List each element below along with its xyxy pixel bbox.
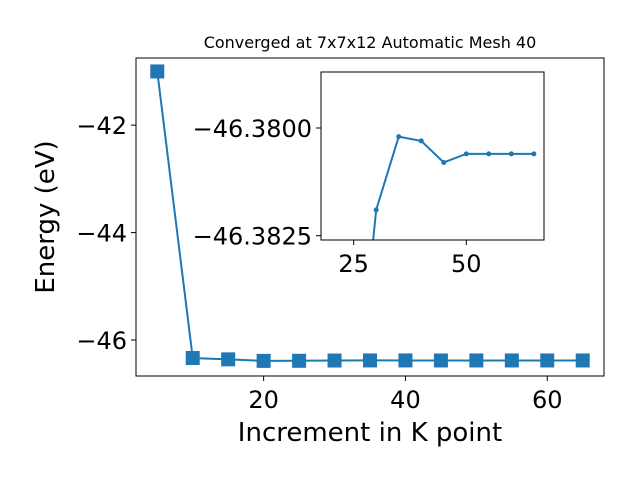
point <box>150 64 165 79</box>
point <box>363 353 377 368</box>
point <box>221 352 236 367</box>
chart-title: Converged at 7x7x12 Automatic Mesh 40 <box>204 33 537 52</box>
x-tick-label: 60 <box>532 386 563 414</box>
point <box>441 159 447 165</box>
x-tick-label: 50 <box>451 250 482 278</box>
point <box>396 134 402 140</box>
point <box>373 207 379 213</box>
axes-frame <box>135 57 605 377</box>
x-tick-label: 20 <box>248 386 279 414</box>
point <box>486 151 492 157</box>
point <box>540 353 555 368</box>
y-tick-label: −46.3825 <box>193 223 312 251</box>
x-axis-label: Increment in K point <box>238 418 502 448</box>
point <box>531 151 537 157</box>
y-tick-label: −44 <box>76 220 127 248</box>
x-tick-label: 25 <box>338 250 369 278</box>
series-group <box>372 134 537 240</box>
axes-frame <box>320 71 545 241</box>
point <box>398 353 413 368</box>
point <box>469 353 484 368</box>
point <box>463 151 469 157</box>
point <box>418 138 424 144</box>
point <box>575 353 590 368</box>
x-tick-label: 40 <box>390 386 421 414</box>
point <box>327 353 342 368</box>
point <box>256 353 271 368</box>
plot-area <box>321 72 544 240</box>
point <box>292 353 307 368</box>
point <box>185 351 200 366</box>
series-line <box>372 135 534 240</box>
series-group <box>150 64 590 368</box>
y-axis-label: Energy (eV) <box>31 140 61 293</box>
point <box>504 353 519 368</box>
point <box>508 151 514 157</box>
y-tick-label: −46.3800 <box>193 115 312 143</box>
y-tick-label: −42 <box>76 112 127 140</box>
y-tick-label: −46 <box>76 327 127 355</box>
point <box>433 353 448 368</box>
